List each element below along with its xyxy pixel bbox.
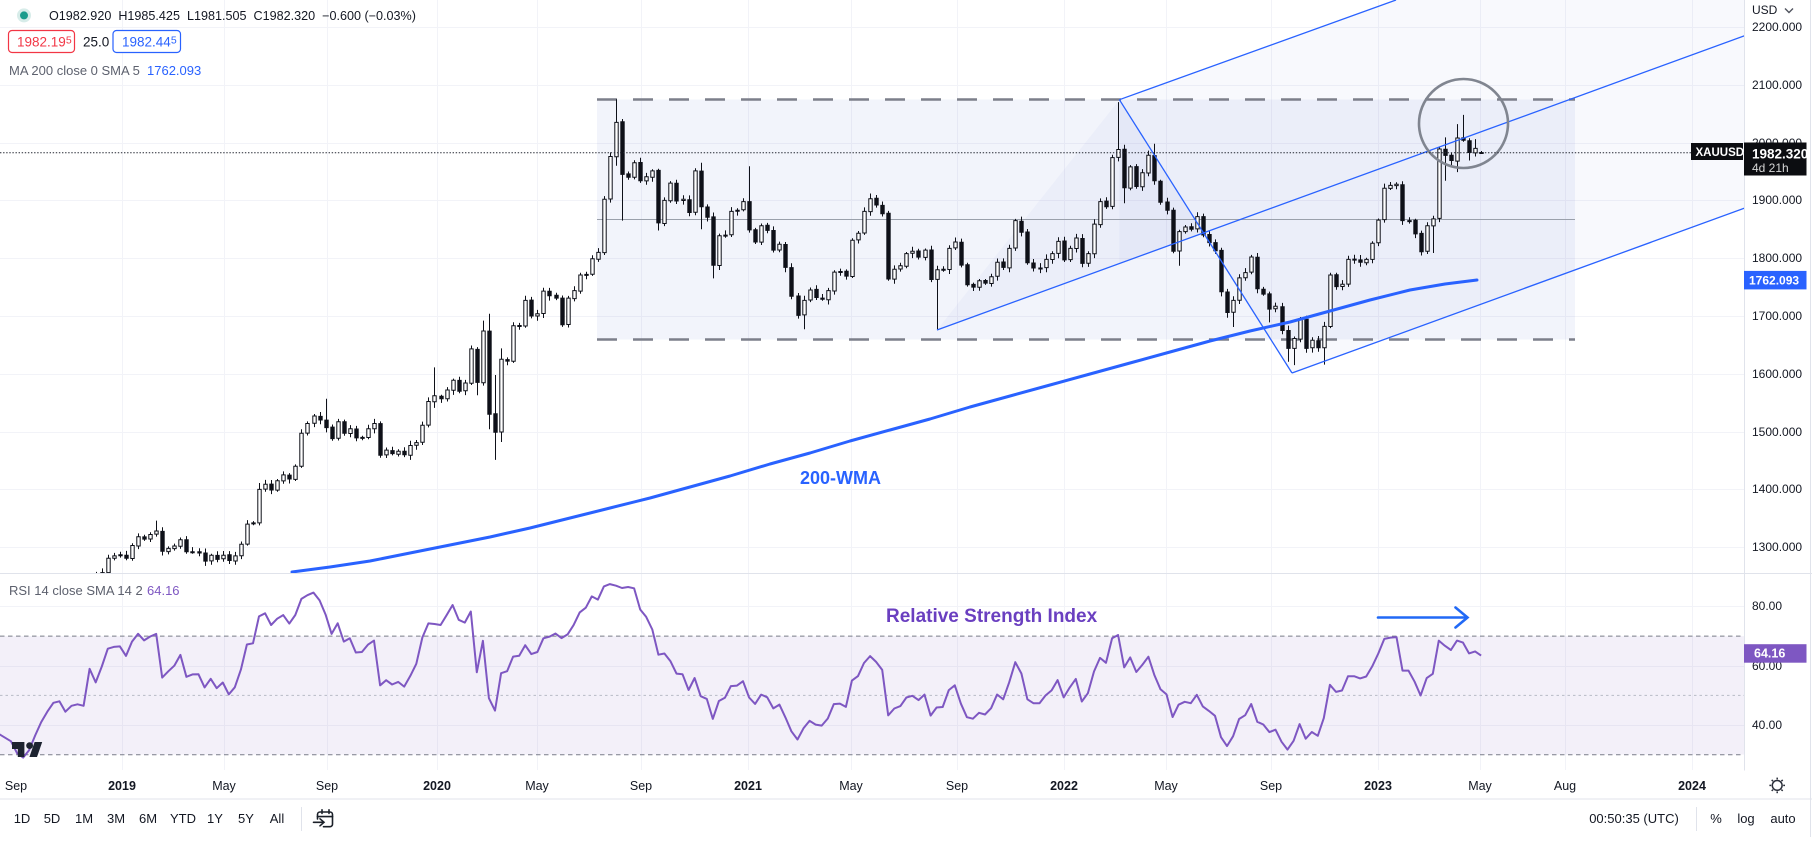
svg-text:200-WMA: 200-WMA bbox=[800, 468, 881, 488]
svg-text:XAUUSD: XAUUSD bbox=[1696, 147, 1745, 159]
svg-text:May: May bbox=[839, 779, 863, 793]
svg-text:Relative Strength Index: Relative Strength Index bbox=[886, 606, 1098, 627]
svg-text:Sep: Sep bbox=[946, 779, 968, 793]
svg-text:3M: 3M bbox=[107, 811, 125, 826]
svg-text:5Y: 5Y bbox=[238, 811, 254, 826]
svg-text:4d 21h: 4d 21h bbox=[1752, 161, 1789, 175]
svg-text:1982.195: 1982.195 bbox=[17, 35, 72, 50]
svg-text:80.00: 80.00 bbox=[1752, 599, 1782, 613]
svg-text:1700.000: 1700.000 bbox=[1752, 309, 1802, 323]
svg-text:Sep: Sep bbox=[5, 779, 27, 793]
svg-text:Sep: Sep bbox=[316, 779, 338, 793]
svg-text:1982.445: 1982.445 bbox=[122, 35, 177, 50]
svg-text:May: May bbox=[1154, 779, 1178, 793]
svg-text:1M: 1M bbox=[75, 811, 93, 826]
svg-text:USD: USD bbox=[1752, 3, 1778, 17]
svg-text:Sep: Sep bbox=[630, 779, 652, 793]
svg-text:1982.320: 1982.320 bbox=[1752, 147, 1808, 162]
svg-text:40.00: 40.00 bbox=[1752, 718, 1782, 732]
svg-text:MA 200 close 0 SMA 5: MA 200 close 0 SMA 5 bbox=[9, 63, 140, 78]
svg-text:%: % bbox=[1710, 811, 1722, 826]
svg-text:1762.093: 1762.093 bbox=[147, 63, 201, 78]
svg-text:log: log bbox=[1737, 811, 1754, 826]
svg-text:May: May bbox=[1468, 779, 1492, 793]
svg-text:Aug: Aug bbox=[1554, 779, 1576, 793]
svg-text:2200.000: 2200.000 bbox=[1752, 20, 1802, 34]
svg-text:1600.000: 1600.000 bbox=[1752, 367, 1802, 381]
svg-text:1762.093: 1762.093 bbox=[1749, 273, 1799, 287]
svg-text:1800.000: 1800.000 bbox=[1752, 251, 1802, 265]
svg-text:2100.000: 2100.000 bbox=[1752, 78, 1802, 92]
svg-text:2020: 2020 bbox=[423, 779, 451, 793]
svg-text:00:50:35 (UTC): 00:50:35 (UTC) bbox=[1589, 811, 1679, 826]
svg-text:auto: auto bbox=[1770, 811, 1795, 826]
svg-text:1Y: 1Y bbox=[207, 811, 223, 826]
svg-text:6M: 6M bbox=[139, 811, 157, 826]
svg-text:YTD: YTD bbox=[170, 811, 196, 826]
svg-text:RSI 14 close SMA 14 2: RSI 14 close SMA 14 2 bbox=[9, 583, 143, 598]
svg-text:1D: 1D bbox=[14, 811, 31, 826]
svg-text:2023: 2023 bbox=[1364, 779, 1392, 793]
svg-text:64.16: 64.16 bbox=[147, 583, 180, 598]
svg-text:64.16: 64.16 bbox=[1754, 647, 1785, 661]
svg-text:All: All bbox=[270, 811, 285, 826]
svg-text:1300.000: 1300.000 bbox=[1752, 540, 1802, 554]
svg-text:O1982.920 H1985.425 L1981.50: O1982.920 H1985.425 L1981.505 C1982.320 … bbox=[49, 9, 416, 23]
svg-text:2019: 2019 bbox=[108, 779, 136, 793]
svg-text:1500.000: 1500.000 bbox=[1752, 425, 1802, 439]
svg-text:1400.000: 1400.000 bbox=[1752, 482, 1802, 496]
svg-text:2022: 2022 bbox=[1050, 779, 1078, 793]
svg-text:2024: 2024 bbox=[1678, 779, 1706, 793]
svg-text:5D: 5D bbox=[44, 811, 61, 826]
svg-text:25.0: 25.0 bbox=[83, 35, 109, 50]
svg-text:Sep: Sep bbox=[1260, 779, 1282, 793]
svg-text:May: May bbox=[212, 779, 236, 793]
svg-text:2021: 2021 bbox=[734, 779, 762, 793]
svg-text:May: May bbox=[525, 779, 549, 793]
svg-text:1900.000: 1900.000 bbox=[1752, 193, 1802, 207]
